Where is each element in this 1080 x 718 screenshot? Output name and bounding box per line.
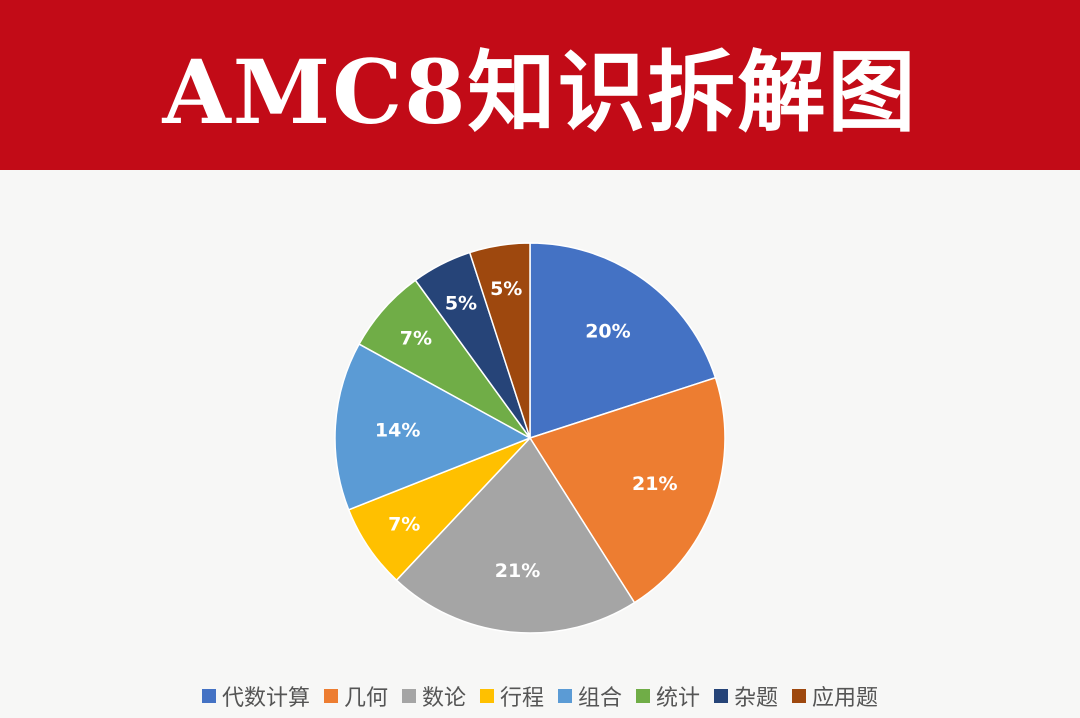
legend-swatch: [401, 689, 416, 703]
pie-slice-3: [395, 436, 636, 634]
legend-label: 组合: [578, 686, 623, 711]
legend-swatch: [201, 689, 216, 703]
legend-item: 代数计算: [201, 680, 310, 712]
legend: 代数计算 几何 数论 行程 组合 统计 杂题 应用题: [0, 680, 1080, 712]
pie-slice-5: [334, 343, 532, 511]
pie-slice-8: [468, 242, 531, 439]
legend-label: 数论: [421, 686, 466, 711]
chart-title: AMC8知识拆解图: [162, 39, 918, 144]
legend-item: 几何: [323, 680, 388, 712]
legend-swatch: [323, 689, 338, 703]
data-label: 21%: [632, 473, 677, 495]
data-label: 14%: [375, 420, 420, 442]
legend-swatch: [636, 689, 651, 703]
legend-item: 应用题: [792, 680, 878, 712]
data-label: 7%: [388, 513, 420, 535]
data-label: 7%: [400, 327, 432, 349]
legend-item: 数论: [401, 680, 466, 712]
legend-swatch: [792, 689, 807, 703]
legend-label: 行程: [499, 686, 544, 711]
legend-item: 组合: [558, 680, 622, 712]
legend-swatch: [558, 689, 572, 703]
pie-slice-1: [529, 242, 717, 440]
pie-slice-2: [528, 376, 726, 604]
data-label: 5%: [490, 278, 522, 300]
pie-chart: 20% 21% 21% 7% 14% 7% 5% 5%: [334, 242, 726, 634]
legend-swatch: [714, 689, 729, 703]
legend-swatch: [479, 689, 494, 703]
legend-item: 杂题: [714, 680, 778, 712]
legend-label: 统计: [656, 686, 701, 711]
title-banner: AMC8知识拆解图: [0, 0, 1080, 170]
legend-label: 杂题: [734, 686, 779, 711]
data-label: 20%: [585, 321, 630, 343]
legend-label: 代数计算: [221, 686, 310, 711]
legend-label: 应用题: [812, 686, 879, 711]
legend-item: 行程: [479, 680, 544, 712]
legend-item: 统计: [636, 680, 700, 712]
legend-label: 几何: [343, 686, 388, 711]
data-label: 5%: [445, 292, 477, 314]
data-label: 21%: [495, 560, 540, 582]
